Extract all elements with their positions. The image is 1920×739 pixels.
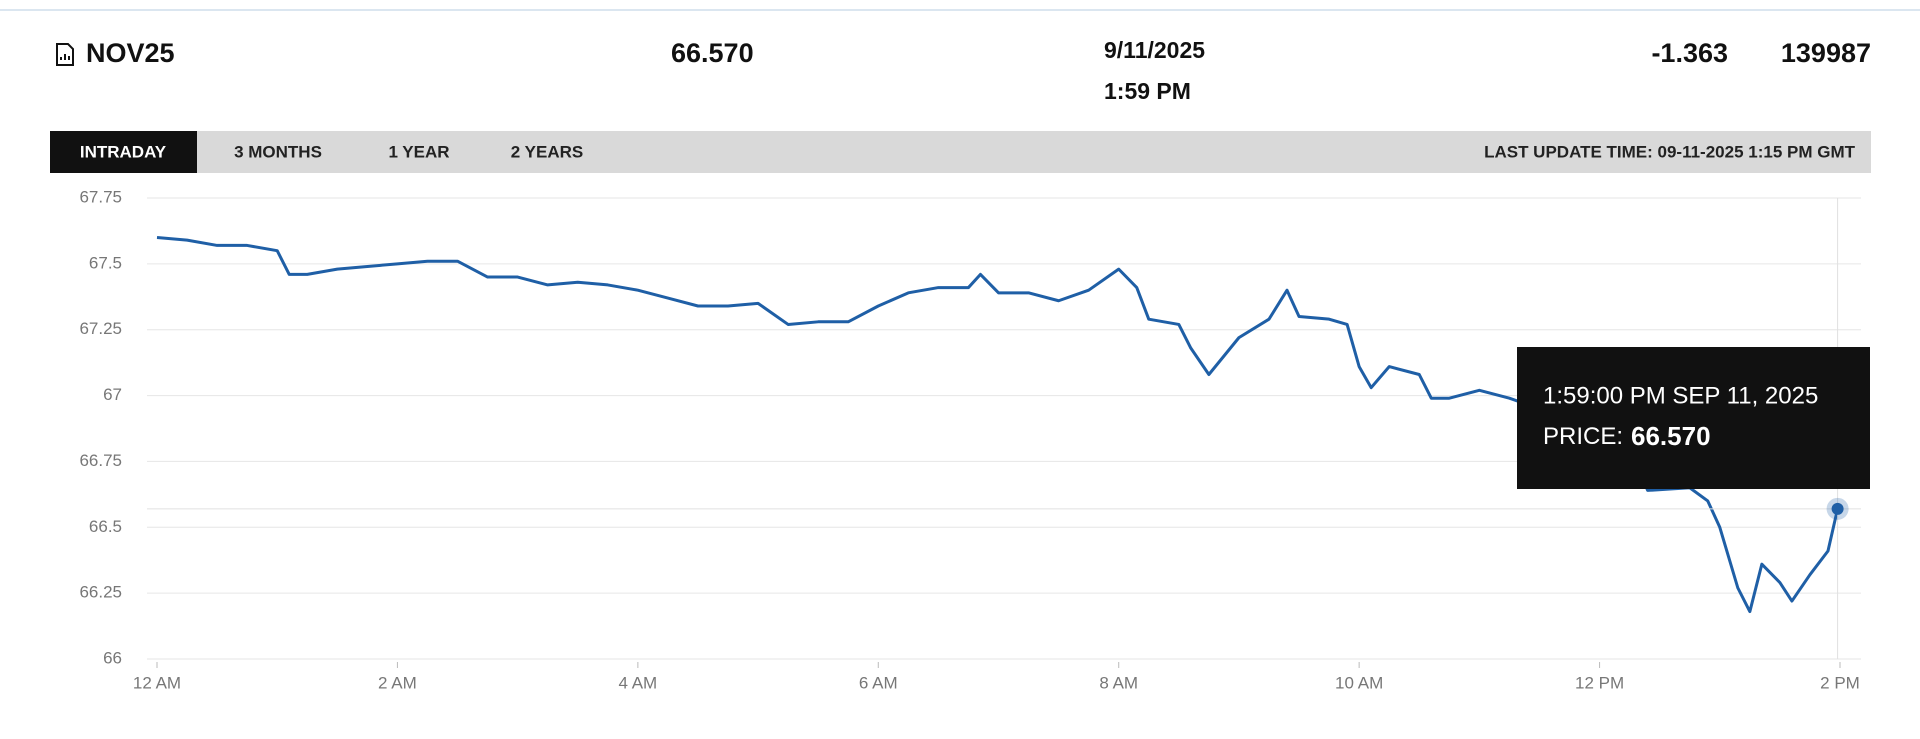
symbol: NOV25 — [86, 38, 175, 68]
tab[interactable]: INTRADAY — [80, 142, 167, 161]
last-update: LAST UPDATE TIME: 09-11-2025 1:15 PM GMT — [1484, 142, 1856, 161]
x-tick-label: 4 AM — [618, 673, 657, 692]
tab-bar — [50, 131, 1871, 173]
x-tick-label: 10 AM — [1335, 673, 1383, 692]
volume: 139987 — [1781, 38, 1871, 68]
y-tick-label: 67 — [103, 385, 122, 404]
tooltip-time: 1:59:00 PM SEP 11, 2025 — [1543, 382, 1818, 409]
tooltip: 1:59:00 PM SEP 11, 2025 PRICE: 66.570 — [1517, 347, 1870, 489]
x-tick-label: 12 AM — [133, 673, 181, 692]
change: -1.363 — [1651, 38, 1728, 68]
tooltip-value: 66.570 — [1631, 421, 1711, 451]
tab[interactable]: 3 MONTHS — [234, 142, 322, 161]
y-tick-label: 67.5 — [89, 253, 122, 272]
x-tick-label: 12 PM — [1575, 673, 1624, 692]
y-tick-label: 66.25 — [79, 583, 122, 602]
price: 66.570 — [671, 38, 754, 68]
date: 9/11/2025 — [1104, 37, 1205, 63]
tab-active[interactable] — [50, 131, 197, 173]
y-tick-label: 67.25 — [79, 319, 122, 338]
x-tick-label: 6 AM — [859, 673, 898, 692]
tab[interactable]: 2 YEARS — [511, 142, 583, 161]
tooltip-box — [1517, 347, 1870, 489]
y-tick-label: 66.5 — [89, 517, 122, 536]
y-tick-label: 66.75 — [79, 451, 122, 470]
y-tick-label: 66 — [103, 648, 122, 667]
y-tick-label: 67.75 — [79, 187, 122, 206]
x-tick-label: 8 AM — [1099, 673, 1138, 692]
hover-point — [1831, 502, 1844, 515]
x-tick-label: 2 AM — [378, 673, 417, 692]
time: 1:59 PM — [1104, 78, 1191, 104]
tooltip-price: PRICE: 66.570 — [1543, 421, 1711, 451]
doc-icon — [56, 43, 74, 66]
x-tick-label: 2 PM — [1820, 673, 1860, 692]
tab[interactable]: 1 YEAR — [388, 142, 449, 161]
tooltip-label: PRICE: — [1543, 423, 1623, 450]
